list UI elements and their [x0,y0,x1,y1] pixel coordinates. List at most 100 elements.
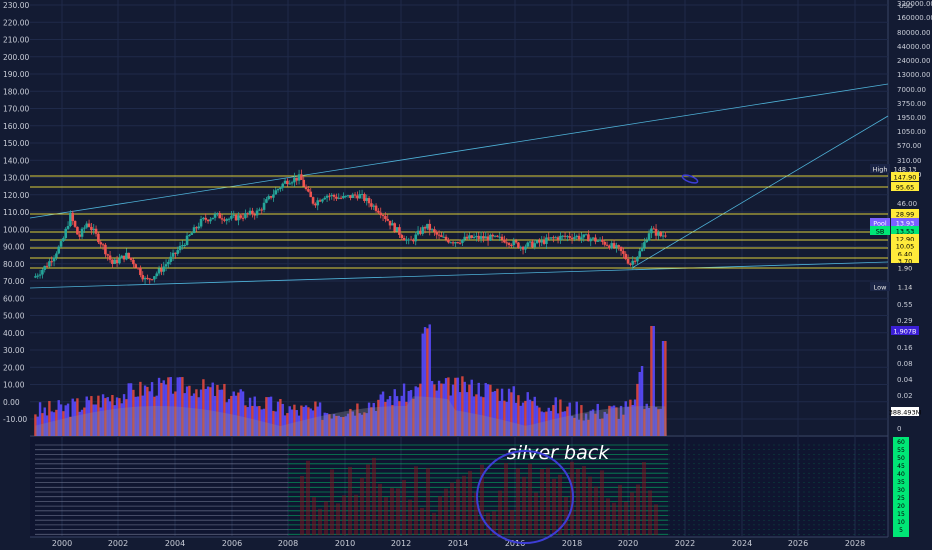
volume-bar [108,401,112,436]
volume-bar [52,412,56,436]
candle-body [500,236,504,240]
price-tag-box [891,209,919,218]
volume-bar [612,405,616,436]
osc-tick-label: 30 [897,487,905,494]
candle-body [461,239,464,243]
price-tag-value: 6.40 [898,251,912,259]
volume-bar [150,382,154,436]
candle-body [633,260,637,262]
price-tag-box [891,282,919,291]
candle-body [442,236,446,238]
candle-body [528,241,532,243]
volume-bar [414,386,417,436]
volume-bar [136,396,140,436]
volume-bar [115,397,119,436]
volume-bar [223,383,226,436]
candle-body [491,234,495,237]
time-tick-label: 2010 [335,539,355,548]
right-tick-label: 0.04 [897,376,913,384]
volume-bar [232,391,235,436]
osc-tick-label: 60 [897,439,905,446]
volume-bar [248,397,252,436]
candle-body [246,213,250,215]
volume-bar [349,408,352,436]
volume-bar [342,417,345,436]
volume-bar [87,400,91,436]
volume-bar [603,411,606,436]
volume-bar [316,406,319,436]
volume-bar [496,388,499,436]
candle-body [379,212,383,216]
volume-bar [542,412,546,436]
volume-bar [190,395,193,436]
volume-bar [601,418,604,436]
volume-bar [41,413,44,436]
volume-bar [45,415,49,436]
price-tag-value: 3.70 [898,258,912,266]
volume-bar [171,393,175,436]
volume-bar [197,397,200,436]
volume-bar [101,394,105,436]
candle-body [148,278,152,280]
price-tag-box [891,241,919,250]
candle-body [199,218,203,227]
candle-body [290,182,294,184]
volume-bar [636,383,639,436]
candle-body [472,236,476,238]
volume-bar [265,397,268,436]
candle-body [192,227,196,234]
candle-body [230,215,233,219]
osc-bar [468,470,472,535]
volume-bar [654,407,658,436]
left-tick-label: 20.00 [3,363,25,372]
osc-tick-label: 5 [899,527,903,534]
candle-body [234,214,238,221]
right-tick-label: 24000.00 [897,57,930,65]
osc-bar [516,468,520,535]
volume-bar [302,406,305,436]
volume-bar [463,381,466,436]
candle-body [339,197,343,199]
volume-bar [563,411,567,436]
candle-body [143,277,147,280]
volume-bar [580,405,583,436]
candle-body [293,177,296,183]
volume-bar [78,411,81,436]
candle-body [526,242,530,247]
volume-bar [36,416,39,436]
volume-bar [624,401,627,436]
osc-bar [438,496,442,535]
price-series [34,169,667,285]
candle-body [99,242,103,245]
candle-body [162,266,166,272]
volume-bar [211,382,214,436]
candle-body [664,235,667,237]
osc-bar [306,460,310,535]
volume-bar [582,420,585,436]
candle-body [568,236,572,238]
candle-body [484,236,488,239]
ellipse-drawing [681,174,699,184]
volume-bar [528,399,532,436]
candle-body [239,215,243,218]
time-tick-label: 2004 [165,539,185,548]
time-tick-label: 2000 [52,539,72,548]
candle-body [134,264,138,268]
volume-bar [526,392,529,436]
osc-bar [600,470,604,535]
candle-body [498,236,502,238]
candle-body [605,244,609,246]
candle-body [344,195,348,197]
osc-bar [420,507,424,535]
trend-line-lower [29,261,889,289]
osc-bar [642,461,646,535]
volume-bar [59,404,63,436]
volume-bar [50,411,53,436]
candle-body [468,235,471,239]
osc-bar [654,504,658,535]
candle-body [449,242,453,244]
volume-bar [426,328,429,436]
candle-body [171,252,175,257]
volume-bar [384,401,387,436]
